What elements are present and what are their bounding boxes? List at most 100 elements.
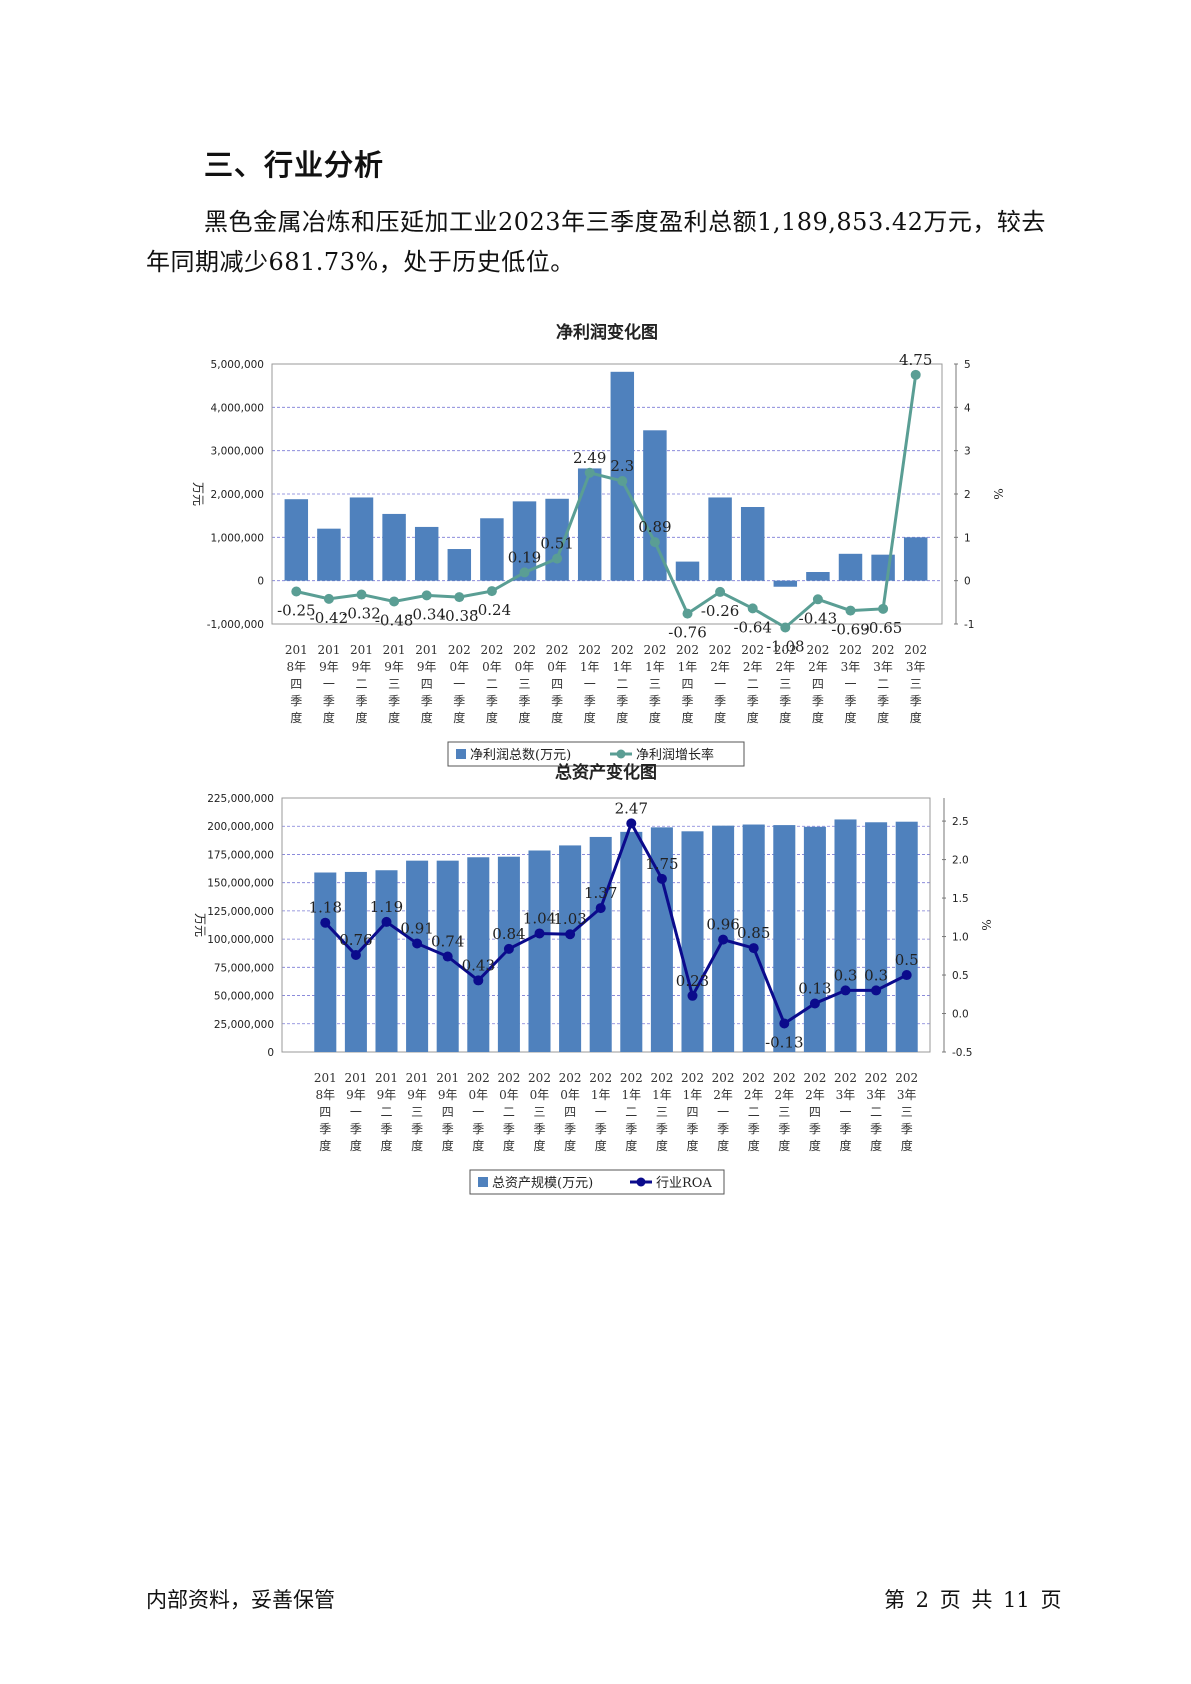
x-tick-label: 度 (472, 1138, 484, 1153)
legend-bar-swatch (478, 1177, 488, 1187)
left-tick-label: 5,000,000 (211, 359, 264, 371)
left-tick-label: 150,000,000 (207, 878, 274, 890)
bar (643, 430, 667, 581)
line-point (350, 950, 361, 961)
line-point (389, 596, 400, 607)
x-tick-label: 度 (649, 710, 661, 725)
x-tick-label: 202 (803, 1071, 826, 1085)
x-tick-label: 202 (589, 1071, 612, 1085)
x-tick-label: 202 (742, 1071, 765, 1085)
x-tick-label: 度 (844, 710, 856, 725)
x-tick-label: 四 (681, 677, 693, 691)
x-tick-label: 一 (472, 1105, 484, 1119)
line-point (812, 594, 823, 605)
x-tick-label: 202 (643, 643, 666, 657)
x-tick-label: 9年 (352, 660, 372, 674)
x-tick-label: 度 (778, 1138, 790, 1153)
x-tick-label: 季 (350, 1122, 362, 1136)
right-tick-label: -1 (964, 619, 974, 631)
line-point (565, 929, 576, 940)
line-data-label: 0.19 (508, 548, 541, 566)
legend-bar-label: 总资产规模(万元) (492, 1176, 593, 1191)
x-tick-label: 季 (910, 694, 922, 708)
x-tick-label: 季 (616, 694, 628, 708)
x-tick-label: 0年 (515, 660, 535, 674)
right-tick-label: 0 (964, 576, 971, 588)
line-data-label: 0.96 (706, 916, 739, 934)
x-tick-label: 季 (411, 1122, 423, 1136)
legend-line-marker (616, 749, 626, 759)
x-tick-label: 201 (406, 1071, 429, 1085)
x-tick-label: 一 (714, 677, 726, 691)
right-tick-label: 5 (964, 359, 971, 371)
bar (512, 501, 537, 581)
line-data-label: -0.76 (668, 624, 706, 642)
x-tick-label: 度 (486, 710, 498, 725)
x-tick-label: 度 (290, 710, 302, 725)
line-data-label: 1.19 (370, 898, 403, 916)
left-tick-label: -1,000,000 (207, 619, 264, 631)
x-tick-label: 2年 (774, 1088, 794, 1102)
right-axis-title: % (979, 919, 993, 930)
legend-box (447, 741, 745, 767)
x-tick-label: 201 (314, 1071, 337, 1085)
line-point (381, 916, 392, 927)
bar (375, 870, 398, 1052)
x-tick-label: 季 (472, 1122, 484, 1136)
x-tick-label: 度 (388, 710, 400, 725)
bar (528, 850, 551, 1052)
x-tick-label: 2年 (808, 660, 828, 674)
x-tick-label: 202 (467, 1071, 490, 1085)
left-tick-label: 1,000,000 (211, 532, 264, 544)
x-tick-label: 202 (611, 643, 634, 657)
right-axis-title: % (991, 488, 1005, 499)
x-tick-label: 201 (375, 1071, 398, 1085)
x-tick-label: 2年 (710, 660, 730, 674)
line-point (584, 467, 595, 478)
x-tick-label: 9年 (417, 660, 437, 674)
x-tick-label: 季 (319, 1122, 331, 1136)
x-tick-label: 三 (411, 1105, 423, 1119)
bar (838, 553, 863, 581)
x-tick-label: 二 (380, 1105, 392, 1119)
x-tick-label: 三 (778, 1105, 790, 1119)
footer-page-number: 第 2 页 共 11 页 (884, 1588, 1062, 1612)
x-tick-label: 度 (319, 1138, 331, 1153)
x-tick-label: 二 (625, 1105, 637, 1119)
line-data-label: 2.49 (573, 449, 606, 467)
x-tick-label: 一 (323, 677, 335, 691)
x-tick-label: 度 (584, 710, 596, 725)
bar (675, 561, 700, 581)
x-tick-label: 季 (503, 1122, 515, 1136)
x-tick-label: 二 (748, 1105, 760, 1119)
x-tick-label: 季 (625, 1122, 637, 1136)
line-data-label: 0.76 (339, 931, 372, 949)
line-data-label: -0.25 (277, 602, 315, 620)
x-tick-label: 度 (717, 1138, 729, 1153)
net-profit-chart-svg: 净利润变化图 5,000,000 4,000,000 3,000,000 2,000,0… (191, 322, 1005, 767)
x-tick-label: 1年 (591, 1088, 611, 1102)
x-tick-label: 度 (877, 710, 889, 725)
x-tick-label: 季 (748, 1122, 760, 1136)
x-tick-label: 三 (779, 677, 791, 691)
left-tick-label: 25,000,000 (214, 1019, 274, 1031)
x-tick-label: 度 (518, 710, 530, 725)
x-tick-label: 3年 (836, 1088, 856, 1102)
x-tick-label: 201 (415, 643, 438, 657)
total-assets-chart: 总资产变化图 225,000,000 200,000,000 175,000,000 1… (0, 760, 1191, 1280)
x-tick-label: 一 (595, 1105, 607, 1119)
bar (895, 821, 918, 1052)
x-tick-label: 季 (486, 694, 498, 708)
bar (344, 871, 367, 1052)
x-tick-label: 0年 (482, 660, 502, 674)
line-point (473, 975, 484, 986)
line-data-label: 0.3 (864, 966, 888, 984)
x-tick-label: 度 (747, 710, 759, 725)
line-point (486, 586, 497, 597)
legend-line-label: 净利润增长率 (636, 747, 714, 763)
x-tick-label: 季 (779, 694, 791, 708)
line-data-label: -0.26 (701, 602, 739, 620)
x-tick-label: 0年 (547, 660, 567, 674)
left-tick-label: 0 (267, 1047, 274, 1059)
bar (834, 819, 857, 1052)
